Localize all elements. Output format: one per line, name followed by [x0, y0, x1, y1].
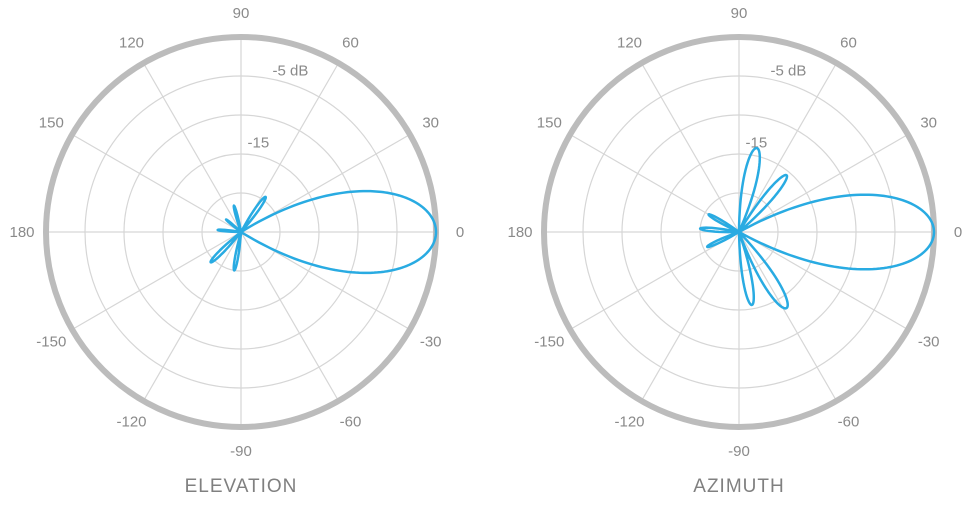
- angle-tick-label: -120: [116, 414, 146, 431]
- grid-spoke: [569, 231, 740, 331]
- db-tick-label: -15: [746, 135, 768, 152]
- angle-tick-label: 150: [39, 115, 64, 132]
- grid-spoke: [569, 133, 740, 233]
- grid-ring: [201, 192, 281, 272]
- angle-tick-label: 30: [422, 115, 439, 132]
- grid-spoke: [738, 231, 838, 402]
- angle-tick-label: 0: [456, 224, 464, 241]
- db-tick-label: -5 dB: [770, 62, 806, 79]
- angle-tick-label: -90: [230, 443, 252, 460]
- grid-spoke: [142, 231, 242, 402]
- radiation-pattern-curve: [209, 189, 438, 275]
- grid-ring: [621, 114, 857, 350]
- grid-spoke: [738, 133, 909, 233]
- angle-tick-label: 90: [233, 5, 250, 22]
- db-tick-label: -5 dB: [272, 62, 308, 79]
- grid-ring: [123, 114, 359, 350]
- grid-spoke: [738, 62, 838, 233]
- angle-tick-label: 120: [617, 34, 642, 51]
- chart-title-elevation: ELEVATION: [184, 476, 298, 497]
- angle-tick-label: 180: [9, 224, 34, 241]
- angle-tick-label: 30: [920, 115, 937, 132]
- angle-tick-label: -60: [838, 414, 860, 431]
- azimuth-polar-chart: 0 30 60 90 120 150 180 -150 -120 -90 -60 -30 -5 dB -1…: [507, 5, 962, 460]
- angle-tick-label: 0: [954, 224, 962, 241]
- grid-ring: [582, 75, 896, 389]
- angle-tick-label: 90: [731, 5, 748, 22]
- angle-tick-label: -150: [36, 334, 66, 351]
- radiation-pattern-curve: [698, 146, 936, 310]
- grid-spoke: [738, 231, 909, 331]
- grid-spoke: [142, 62, 242, 233]
- grid-ring: [699, 192, 779, 272]
- grid-ring: [162, 153, 320, 311]
- grid-spoke: [240, 231, 340, 402]
- angle-tick-label: 180: [507, 224, 532, 241]
- angle-tick-label: 60: [342, 34, 359, 51]
- chart-title-azimuth: AZIMUTH: [693, 476, 785, 497]
- angle-tick-label: -150: [534, 334, 564, 351]
- angle-tick-label: 120: [119, 34, 144, 51]
- angle-tick-label: -120: [614, 414, 644, 431]
- grid-spoke: [71, 133, 242, 233]
- elevation-polar-chart: 0 30 60 90 120 150 180 -150 -120 -90 -60 -30 -5 dB -1…: [9, 5, 464, 460]
- angle-tick-label: -30: [918, 334, 940, 351]
- grid-ring: [84, 75, 398, 389]
- grid-spoke: [71, 231, 242, 331]
- angle-tick-label: 60: [840, 34, 857, 51]
- angle-tick-label: -30: [420, 334, 442, 351]
- grid-ring: [660, 153, 818, 311]
- angle-tick-label: -90: [728, 443, 750, 460]
- grid-spoke: [640, 62, 740, 233]
- angle-tick-label: -60: [340, 414, 362, 431]
- elevation-chart-block: 0 30 60 90 120 150 180 -150 -120 -90 -60 -30 -5 dB -1…: [6, 0, 476, 498]
- azimuth-chart-block: 0 30 60 90 120 150 180 -150 -120 -90 -60 -30 -5 dB -1…: [504, 0, 974, 498]
- angle-tick-label: 150: [537, 115, 562, 132]
- db-tick-label: -15: [248, 135, 270, 152]
- grid-spoke: [640, 231, 740, 402]
